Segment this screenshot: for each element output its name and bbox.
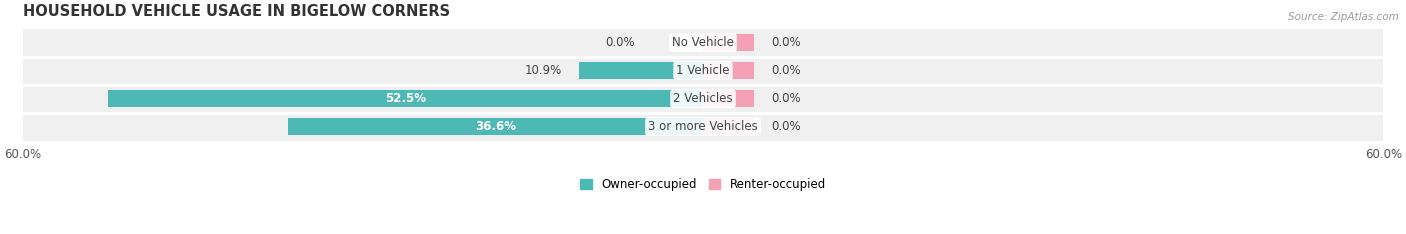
Text: 3 or more Vehicles: 3 or more Vehicles <box>648 120 758 133</box>
Bar <box>22 29 1384 57</box>
Bar <box>288 118 703 135</box>
Text: 0.0%: 0.0% <box>770 120 800 133</box>
Bar <box>703 118 754 135</box>
Bar <box>579 62 703 79</box>
Legend: Owner-occupied, Renter-occupied: Owner-occupied, Renter-occupied <box>575 173 831 196</box>
Text: 52.5%: 52.5% <box>385 92 426 105</box>
Text: 0.0%: 0.0% <box>770 36 800 49</box>
Bar <box>703 62 754 79</box>
Bar <box>22 85 1384 113</box>
Text: No Vehicle: No Vehicle <box>672 36 734 49</box>
Bar <box>22 113 1384 141</box>
Text: 0.0%: 0.0% <box>770 64 800 77</box>
Text: 10.9%: 10.9% <box>526 64 562 77</box>
Text: 36.6%: 36.6% <box>475 120 516 133</box>
Text: 0.0%: 0.0% <box>770 92 800 105</box>
Bar <box>703 34 754 51</box>
Text: 2 Vehicles: 2 Vehicles <box>673 92 733 105</box>
Text: Source: ZipAtlas.com: Source: ZipAtlas.com <box>1288 12 1399 22</box>
Text: 1 Vehicle: 1 Vehicle <box>676 64 730 77</box>
Text: 0.0%: 0.0% <box>606 36 636 49</box>
Bar <box>22 57 1384 85</box>
Bar <box>703 90 754 107</box>
Bar <box>108 90 703 107</box>
Text: HOUSEHOLD VEHICLE USAGE IN BIGELOW CORNERS: HOUSEHOLD VEHICLE USAGE IN BIGELOW CORNE… <box>22 4 450 19</box>
